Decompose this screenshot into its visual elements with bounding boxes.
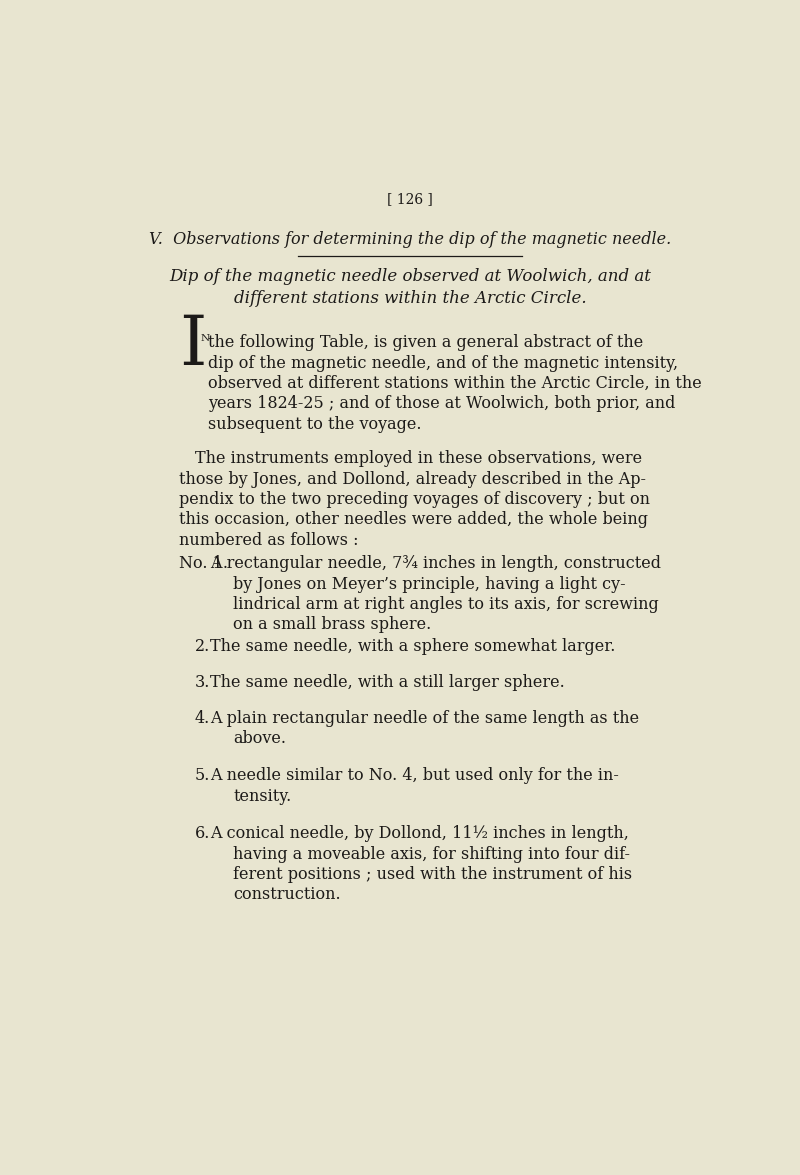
Text: 5.: 5.: [194, 767, 210, 785]
Text: 3.: 3.: [194, 673, 210, 691]
Text: 6.: 6.: [194, 825, 210, 842]
Text: A conical needle, by Dollond, 11½ inches in length,: A conical needle, by Dollond, 11½ inches…: [210, 825, 629, 842]
Text: pendix to the two preceding voyages of discovery ; but on: pendix to the two preceding voyages of d…: [179, 491, 650, 508]
Text: by Jones on Meyer’s principle, having a light cy-: by Jones on Meyer’s principle, having a …: [234, 576, 626, 592]
Text: lindrical arm at right angles to its axis, for screwing: lindrical arm at right angles to its axi…: [234, 596, 659, 613]
Text: I: I: [179, 313, 206, 380]
Text: above.: above.: [234, 730, 286, 747]
Text: construction.: construction.: [234, 886, 341, 904]
Text: observed at different stations within the Arctic Circle, in the: observed at different stations within th…: [209, 375, 702, 392]
Text: years 1824-25 ; and of those at Woolwich, both prior, and: years 1824-25 ; and of those at Woolwich…: [209, 396, 676, 412]
Text: 2.: 2.: [194, 638, 210, 654]
Text: A plain rectangular needle of the same length as the: A plain rectangular needle of the same l…: [210, 710, 639, 726]
Text: this occasion, other needles were added, the whole being: this occasion, other needles were added,…: [179, 511, 648, 529]
Text: N: N: [201, 334, 210, 343]
Text: The instruments employed in these observations, were: The instruments employed in these observ…: [179, 450, 642, 468]
Text: subsequent to the voyage.: subsequent to the voyage.: [209, 416, 422, 432]
Text: dip of the magnetic needle, and of the magnetic intensity,: dip of the magnetic needle, and of the m…: [209, 355, 678, 371]
Text: The same needle, with a still larger sphere.: The same needle, with a still larger sph…: [210, 673, 565, 691]
Text: on a small brass sphere.: on a small brass sphere.: [234, 617, 431, 633]
Text: having a moveable axis, for shifting into four dif-: having a moveable axis, for shifting int…: [234, 846, 630, 862]
Text: different stations within the Arctic Circle.: different stations within the Arctic Cir…: [234, 289, 586, 307]
Text: tensity.: tensity.: [234, 787, 291, 805]
Text: numbered as follows :: numbered as follows :: [179, 532, 358, 549]
Text: the following Table, is given a general abstract of the: the following Table, is given a general …: [209, 334, 644, 351]
Text: those by Jones, and Dollond, already described in the Ap-: those by Jones, and Dollond, already des…: [179, 470, 646, 488]
Text: [ 126 ]: [ 126 ]: [387, 193, 433, 207]
Text: V.  Observations for determining the dip of the magnetic needle.: V. Observations for determining the dip …: [149, 231, 671, 248]
Text: The same needle, with a sphere somewhat larger.: The same needle, with a sphere somewhat …: [210, 638, 615, 654]
Text: Dip of the magnetic needle observed at Woolwich, and at: Dip of the magnetic needle observed at W…: [169, 268, 651, 286]
Text: A rectangular needle, 7¾ inches in length, constructed: A rectangular needle, 7¾ inches in lengt…: [210, 556, 661, 572]
Text: No. 1.: No. 1.: [179, 556, 228, 572]
Text: ferent positions ; used with the instrument of his: ferent positions ; used with the instrum…: [234, 866, 633, 882]
Text: A needle similar to No. 4, but used only for the in-: A needle similar to No. 4, but used only…: [210, 767, 619, 785]
Text: 4.: 4.: [194, 710, 210, 726]
